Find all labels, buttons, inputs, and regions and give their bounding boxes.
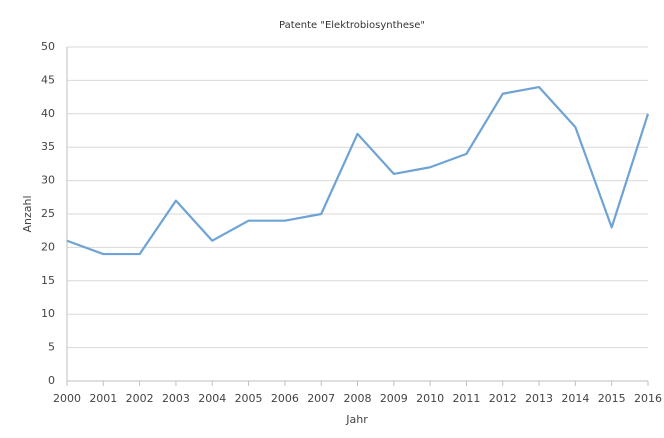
x-tick-label: 2016 bbox=[634, 392, 662, 405]
y-tick-label: 50 bbox=[41, 40, 55, 53]
y-axis-label: Anzahl bbox=[21, 195, 34, 232]
x-tick-label: 2003 bbox=[162, 392, 190, 405]
y-tick-label: 0 bbox=[48, 374, 55, 387]
x-tick-label: 2006 bbox=[271, 392, 299, 405]
x-tick-label: 2004 bbox=[198, 392, 226, 405]
x-tick-label: 2010 bbox=[416, 392, 444, 405]
y-tick-label: 10 bbox=[41, 307, 55, 320]
x-tick-label: 2009 bbox=[380, 392, 408, 405]
y-tick-label: 20 bbox=[41, 240, 55, 253]
x-tick-label: 2012 bbox=[489, 392, 517, 405]
x-tick-label: 2011 bbox=[452, 392, 480, 405]
x-tick-label: 2015 bbox=[598, 392, 626, 405]
x-tick-label: 2008 bbox=[344, 392, 372, 405]
x-tick-label: 2007 bbox=[307, 392, 335, 405]
x-tick-label: 2013 bbox=[525, 392, 553, 405]
x-tick-label: 2005 bbox=[235, 392, 263, 405]
y-tick-label: 40 bbox=[41, 107, 55, 120]
chart-title: Patente "Elektrobiosynthese" bbox=[279, 20, 425, 31]
x-tick-label: 2002 bbox=[126, 392, 154, 405]
y-tick-label: 25 bbox=[41, 207, 55, 220]
y-tick-label: 30 bbox=[41, 174, 55, 187]
data-line bbox=[66, 85, 650, 256]
y-tick-label: 5 bbox=[48, 341, 55, 354]
x-tick-label: 2000 bbox=[53, 392, 81, 405]
y-tick-label: 45 bbox=[41, 73, 55, 86]
x-tick-label: 2014 bbox=[561, 392, 589, 405]
y-tick-label: 15 bbox=[41, 274, 55, 287]
x-axis-label: Jahr bbox=[345, 413, 368, 426]
y-tick-label: 35 bbox=[41, 140, 55, 153]
x-tick-label: 2001 bbox=[89, 392, 117, 405]
